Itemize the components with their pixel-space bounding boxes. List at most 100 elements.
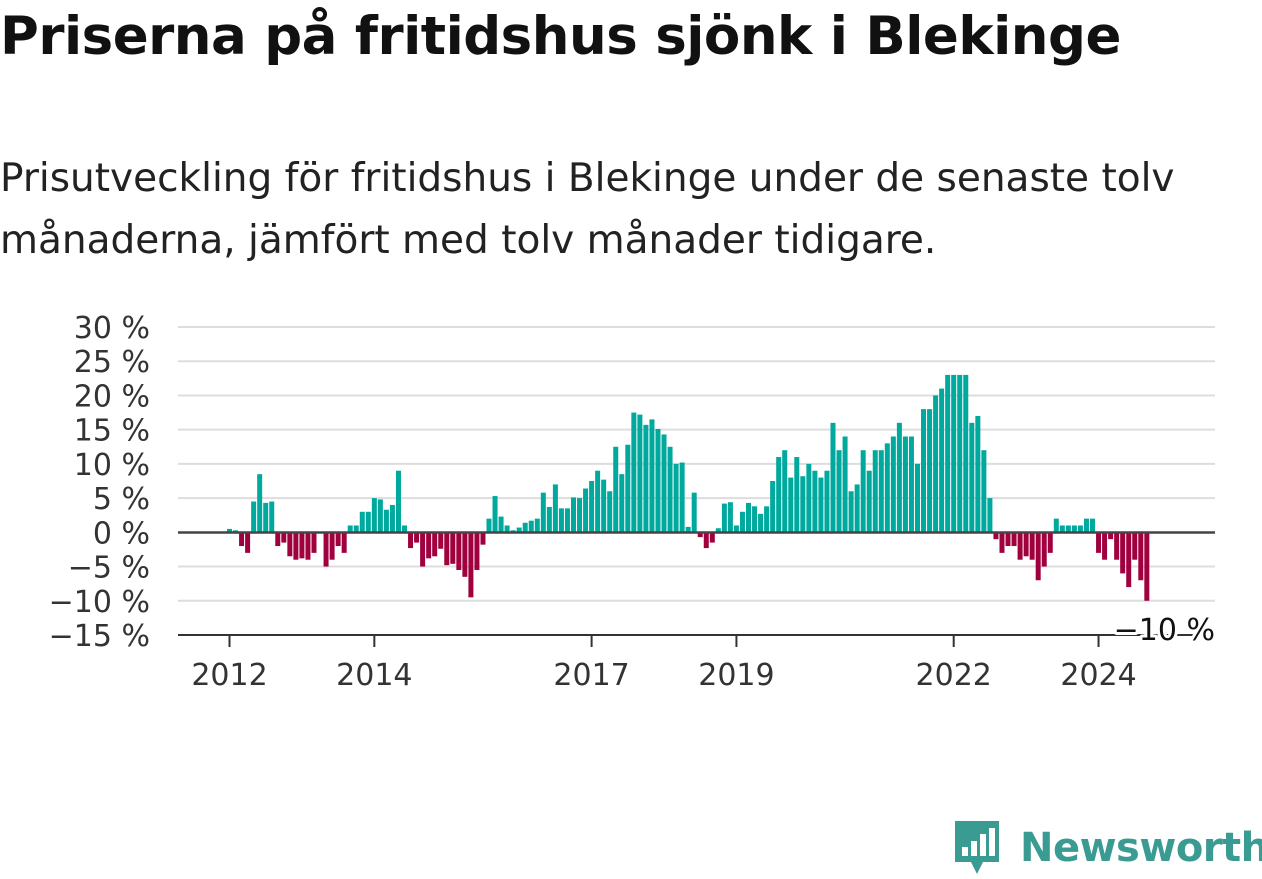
last-value-annotation: −10 % (1114, 613, 1215, 648)
bar (806, 463, 812, 533)
bar (353, 525, 359, 533)
y-tick-label: −5 % (68, 551, 150, 586)
x-tick-label: 2014 (336, 658, 412, 693)
bar (389, 504, 395, 533)
bar (486, 518, 492, 533)
bar (347, 525, 353, 533)
bar (727, 502, 733, 533)
y-tick-label: 5 % (93, 482, 150, 517)
bar (1053, 518, 1059, 533)
bar (921, 409, 927, 533)
bar (679, 462, 685, 533)
bar (812, 470, 818, 533)
bar (414, 532, 420, 543)
bar (1005, 532, 1011, 547)
bar (329, 532, 335, 560)
bar (1132, 532, 1138, 560)
bar (764, 506, 770, 533)
bar (739, 511, 745, 533)
bar (927, 409, 933, 533)
bar (480, 532, 486, 545)
bar (818, 477, 824, 533)
bar (1144, 532, 1150, 601)
bar (474, 532, 480, 570)
bar (1096, 532, 1102, 553)
bar (1077, 525, 1083, 533)
bar (341, 532, 347, 553)
y-tick-label: 10 % (74, 448, 150, 483)
bar (625, 444, 631, 533)
bar (432, 532, 438, 557)
bar (794, 457, 800, 533)
bar (969, 422, 975, 533)
bar (456, 532, 462, 570)
bar (1090, 518, 1096, 533)
bar (939, 388, 945, 533)
bar (468, 532, 474, 598)
bar (721, 503, 727, 533)
bar (408, 532, 414, 549)
bar (359, 511, 365, 533)
bar (655, 428, 661, 533)
bar (1102, 532, 1108, 560)
x-axis-labels: 2012 2014 2017 2019 2022 2024 (191, 658, 1136, 693)
bar (281, 532, 287, 543)
x-tick-label: 2022 (916, 658, 992, 693)
bar (776, 457, 782, 533)
bar (933, 395, 939, 533)
bar (311, 532, 317, 553)
bar (251, 501, 257, 533)
bar (824, 470, 830, 533)
bar (661, 434, 667, 533)
bar (426, 532, 432, 559)
y-tick-label: 30 % (74, 311, 150, 346)
bar (239, 532, 245, 547)
page-title: Priserna på fritidshus sjönk i Blekinge (0, 6, 1121, 67)
bar (999, 532, 1005, 553)
bar (293, 532, 299, 560)
bar (703, 532, 709, 549)
logo-wordmark: Newsworthy (1020, 825, 1262, 871)
bar (287, 532, 293, 557)
bar (395, 470, 401, 533)
bar (1017, 532, 1023, 560)
bar (570, 497, 576, 533)
bar (1041, 532, 1047, 567)
bar (365, 511, 371, 533)
y-tick-label: −15 % (49, 619, 150, 654)
bar (577, 498, 583, 533)
y-tick-label: 0 % (93, 516, 150, 551)
bar (540, 492, 546, 533)
y-tick-label: −10 % (49, 585, 150, 620)
bar (673, 463, 679, 533)
bar (945, 374, 951, 533)
bar (583, 488, 589, 533)
bar (896, 422, 902, 533)
page-subtitle: Prisutveckling för fritidshus i Blekinge… (0, 156, 1175, 263)
bar (1065, 525, 1071, 533)
bar (830, 422, 836, 533)
bar (697, 532, 703, 538)
bar (770, 481, 776, 533)
bar (758, 513, 764, 533)
bar (691, 492, 697, 533)
bar (558, 508, 564, 533)
y-tick-label: 15 % (74, 414, 150, 449)
y-axis-labels: 30 %25 %20 %15 %10 %5 %0 %−5 %−10 %−15 % (49, 311, 150, 654)
bar (275, 532, 281, 547)
bar (1120, 532, 1126, 574)
bar (323, 532, 329, 567)
bar (878, 450, 884, 533)
bar (957, 374, 963, 533)
bar (516, 527, 522, 533)
bar (534, 518, 540, 533)
bar (860, 450, 866, 533)
bar (546, 507, 552, 533)
x-tick-label: 2017 (553, 658, 629, 693)
bar (752, 506, 758, 533)
bar (383, 509, 389, 533)
bars (227, 374, 1150, 601)
bar (1047, 532, 1053, 553)
bar (637, 414, 643, 533)
bar (619, 474, 625, 533)
